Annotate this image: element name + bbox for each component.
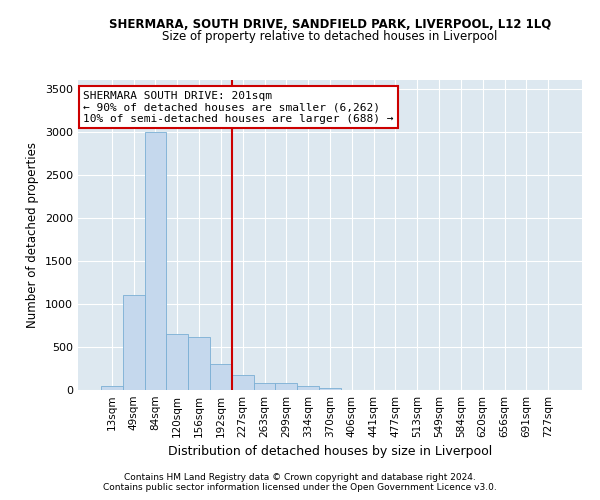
Bar: [319, 388, 341, 390]
Bar: [123, 296, 145, 390]
Text: Contains HM Land Registry data © Crown copyright and database right 2024.: Contains HM Land Registry data © Crown c…: [124, 474, 476, 482]
Bar: [210, 364, 232, 390]
Text: Contains public sector information licensed under the Open Government Licence v3: Contains public sector information licen…: [103, 484, 497, 492]
Bar: [145, 132, 166, 390]
Bar: [254, 383, 275, 390]
Text: Size of property relative to detached houses in Liverpool: Size of property relative to detached ho…: [163, 30, 497, 43]
Text: SHERMARA, SOUTH DRIVE, SANDFIELD PARK, LIVERPOOL, L12 1LQ: SHERMARA, SOUTH DRIVE, SANDFIELD PARK, L…: [109, 18, 551, 30]
Bar: [275, 383, 297, 390]
Bar: [166, 334, 188, 390]
Y-axis label: Number of detached properties: Number of detached properties: [26, 142, 40, 328]
Bar: [188, 338, 210, 390]
Text: SHERMARA SOUTH DRIVE: 201sqm
← 90% of detached houses are smaller (6,262)
10% of: SHERMARA SOUTH DRIVE: 201sqm ← 90% of de…: [83, 91, 394, 124]
Bar: [101, 386, 123, 390]
Bar: [232, 375, 254, 390]
X-axis label: Distribution of detached houses by size in Liverpool: Distribution of detached houses by size …: [168, 446, 492, 458]
Bar: [297, 386, 319, 390]
